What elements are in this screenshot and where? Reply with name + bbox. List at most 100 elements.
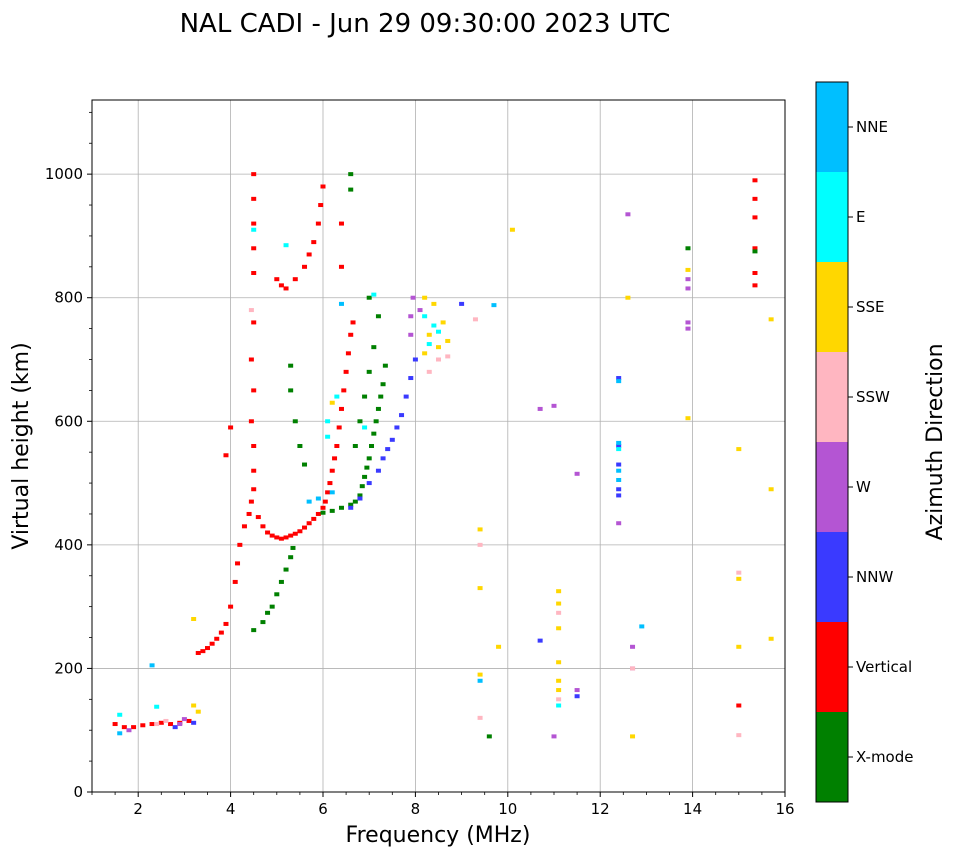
data-point: [768, 636, 774, 641]
data-point: [329, 400, 335, 405]
data-point: [616, 468, 622, 473]
colorbar-frame: [815, 81, 849, 803]
colorbar-swatch: [816, 622, 848, 712]
data-point: [417, 308, 423, 313]
data-point: [251, 246, 257, 251]
data-point: [260, 524, 266, 529]
data-point: [149, 722, 155, 727]
data-point: [302, 525, 308, 530]
data-point: [389, 437, 395, 442]
data-point: [302, 462, 308, 467]
data-point: [431, 301, 437, 306]
data-point: [359, 484, 365, 489]
data-point: [408, 376, 414, 381]
data-point: [315, 496, 321, 501]
data-point: [334, 394, 340, 399]
data-point: [616, 487, 622, 492]
data-point: [251, 444, 257, 448]
data-point: [297, 444, 303, 448]
series-e: [117, 227, 622, 717]
series-vertical: [112, 172, 758, 730]
data-point: [477, 672, 483, 677]
data-point: [408, 314, 414, 319]
data-point: [375, 468, 381, 473]
data-point: [385, 447, 391, 452]
data-point: [366, 295, 372, 300]
data-point: [191, 720, 197, 725]
data-point: [255, 515, 261, 520]
data-point: [278, 283, 284, 288]
data-point: [477, 678, 483, 683]
data-point: [752, 178, 758, 183]
data-point: [477, 586, 483, 591]
data-point: [283, 243, 289, 248]
data-point: [278, 579, 284, 584]
data-point: [616, 447, 622, 452]
data-point: [251, 388, 257, 393]
data-point: [292, 419, 298, 424]
data-point: [251, 196, 257, 201]
data-point: [616, 444, 622, 448]
colorbar-swatch: [816, 172, 848, 262]
data-point: [336, 425, 342, 430]
data-point: [369, 444, 375, 448]
data-point: [191, 617, 197, 621]
data-point: [357, 493, 363, 498]
data-point: [195, 650, 201, 655]
data-point: [163, 718, 169, 723]
data-point: [306, 252, 312, 257]
data-point: [436, 357, 441, 362]
data-point: [630, 666, 636, 671]
data-point: [320, 510, 326, 515]
data-point: [352, 444, 358, 448]
colorbar-tick-label: NNE: [856, 118, 888, 136]
data-point: [412, 357, 418, 362]
data-point: [172, 725, 178, 730]
data-point: [556, 626, 562, 631]
y-tick-label: 0: [73, 783, 83, 801]
data-point: [496, 644, 502, 649]
data-point: [477, 542, 483, 547]
data-point: [195, 709, 201, 714]
data-point: [332, 456, 338, 461]
data-point: [556, 589, 562, 594]
y-tick-label: 200: [54, 659, 83, 677]
data-point: [440, 320, 446, 325]
data-point: [149, 663, 155, 668]
data-point: [685, 267, 691, 272]
data-point: [338, 505, 344, 510]
data-point: [556, 688, 562, 693]
data-point: [121, 725, 127, 730]
data-point: [445, 338, 451, 343]
data-point: [265, 530, 271, 535]
data-point: [362, 394, 368, 399]
data-point: [292, 531, 298, 536]
data-point: [362, 425, 368, 430]
data-point: [736, 703, 742, 708]
x-tick-label: 8: [411, 800, 421, 818]
data-point: [341, 388, 347, 393]
data-point: [269, 533, 275, 538]
axis-ticks: 2 4 6 8 10 12 14 16 0 200 400 600 800 1000: [45, 111, 795, 818]
data-point: [380, 382, 386, 387]
data-point: [248, 357, 254, 362]
data-point: [248, 499, 254, 504]
data-point: [288, 533, 294, 538]
data-point: [375, 314, 381, 319]
data-point: [311, 240, 317, 245]
colorbar-tick-label: E: [856, 208, 865, 226]
data-point: [235, 561, 241, 566]
data-point: [251, 487, 257, 492]
data-point: [348, 502, 354, 507]
data-point: [265, 610, 271, 615]
data-point: [269, 604, 275, 609]
data-point: [177, 722, 183, 727]
chart-title: NAL CADI - Jun 29 09:30:00 2023 UTC: [180, 9, 671, 39]
x-tick-label: 4: [226, 800, 236, 818]
data-point: [685, 326, 691, 331]
data-point: [117, 731, 123, 736]
colorbar-swatch: [816, 532, 848, 622]
data-marks: [112, 172, 774, 739]
data-point: [616, 493, 622, 498]
